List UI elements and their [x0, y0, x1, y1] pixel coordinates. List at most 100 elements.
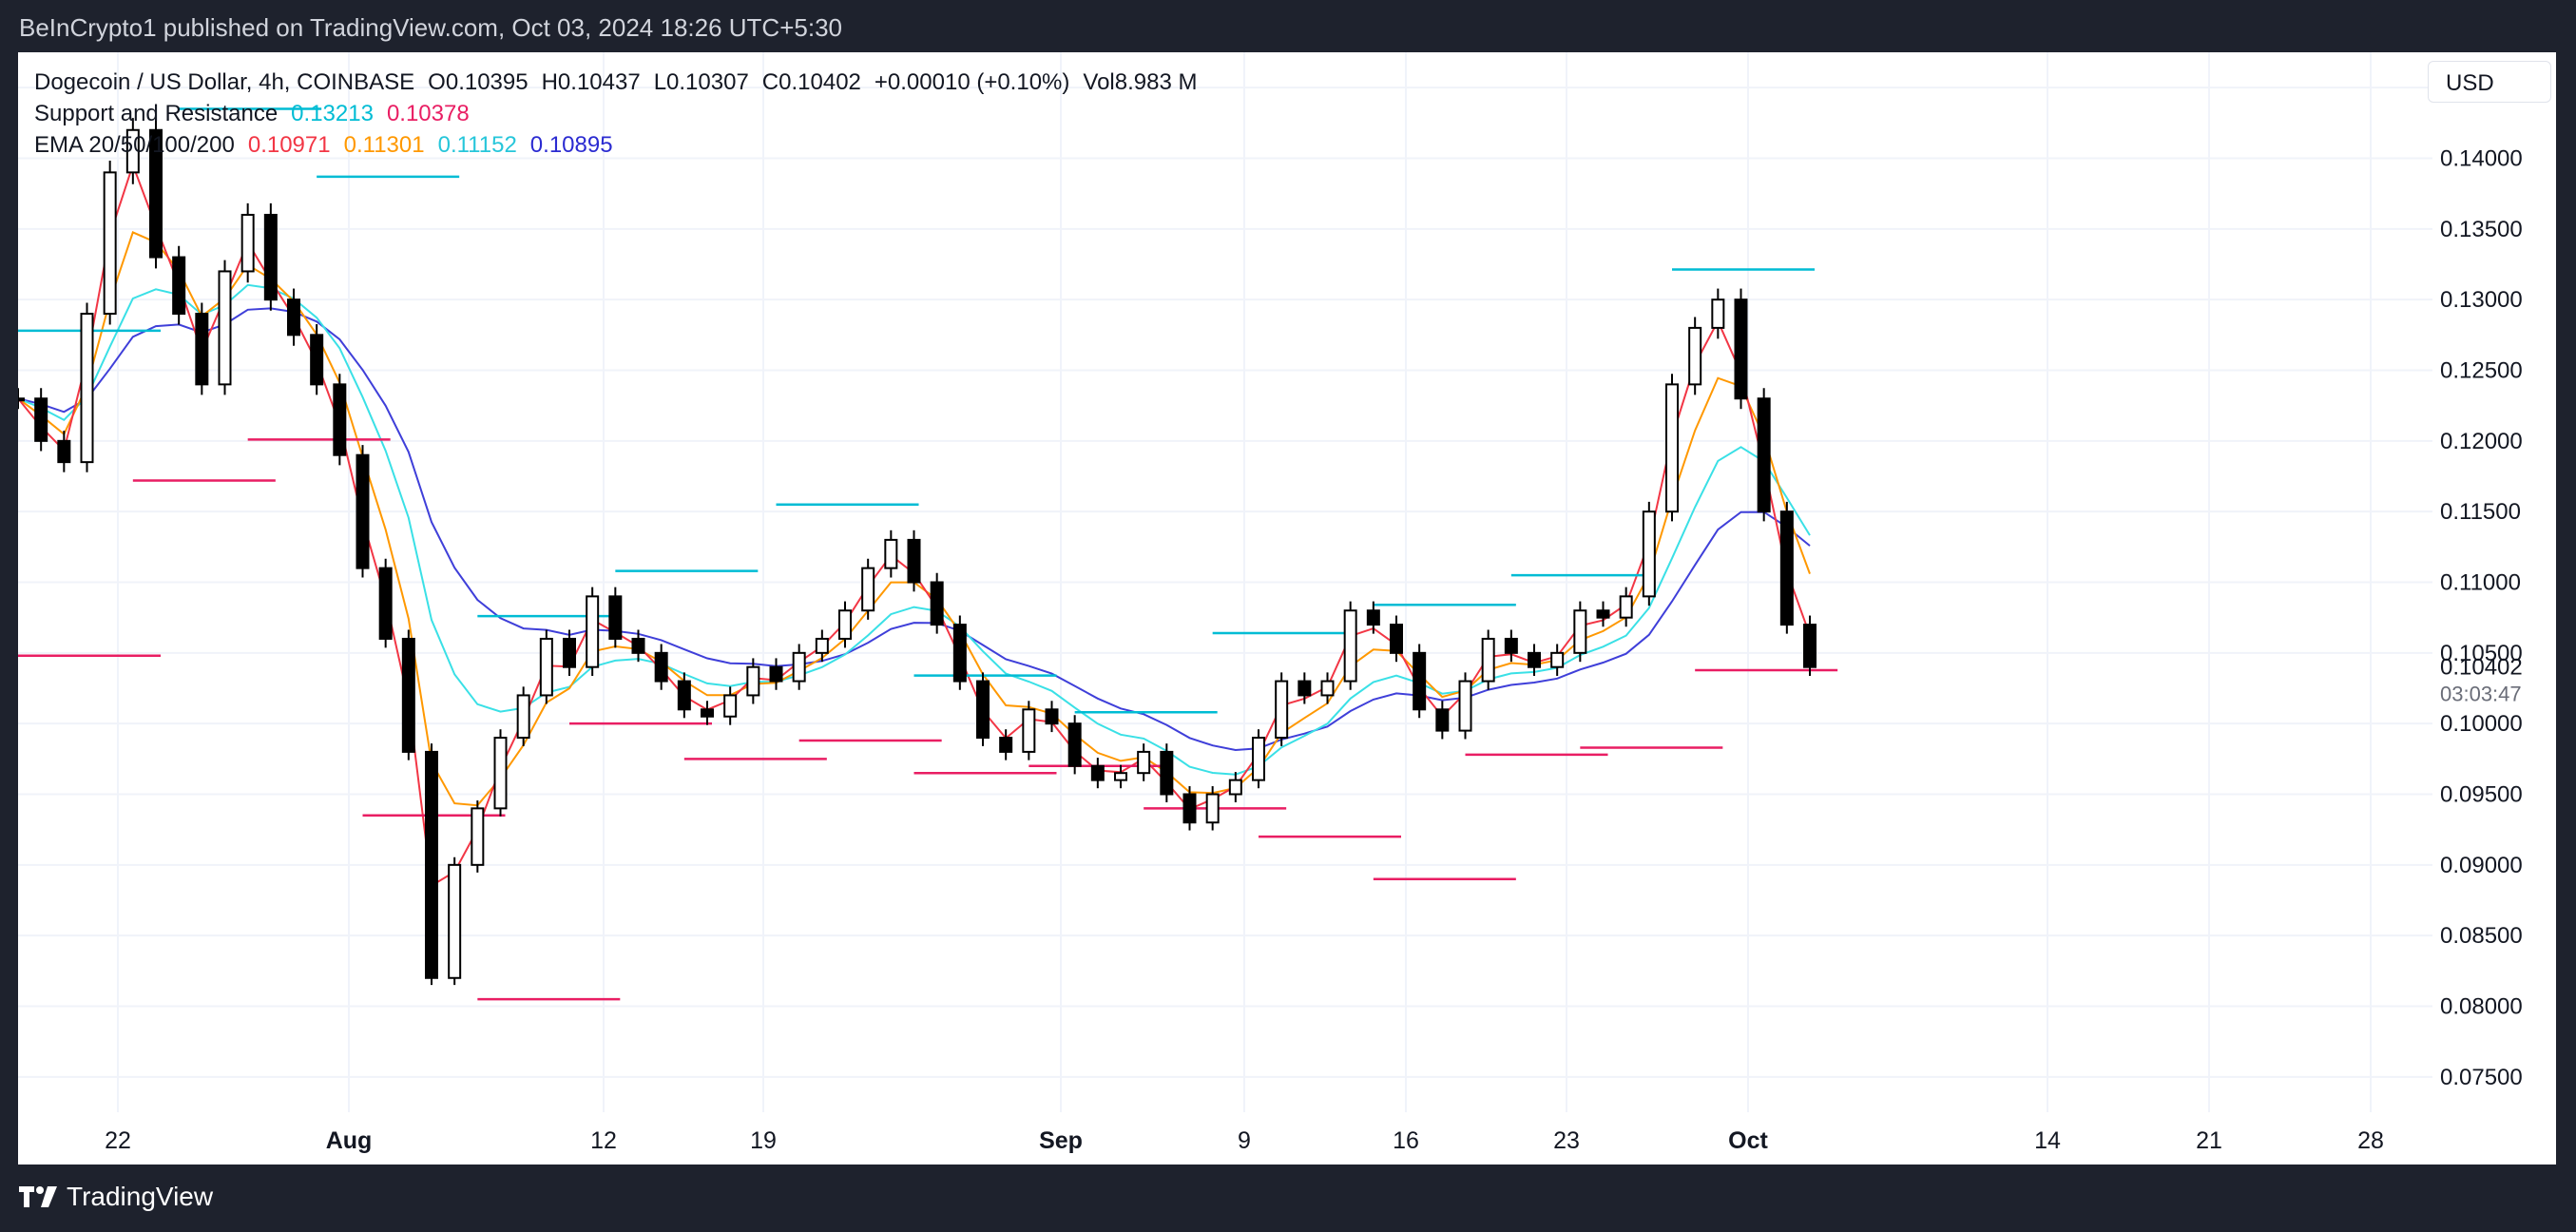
candle-body — [1642, 510, 1656, 598]
price-tick-label: 0.09500 — [2440, 782, 2523, 808]
candle-body — [1734, 298, 1748, 400]
tradingview-logo[interactable]: TradingView — [19, 1182, 213, 1212]
candle-body — [1550, 651, 1565, 668]
candle-body — [378, 567, 393, 640]
candle-body — [1413, 651, 1427, 711]
candle-body — [1343, 609, 1357, 683]
candle-body — [356, 453, 370, 569]
price-tick-label: 0.11000 — [2440, 570, 2521, 596]
ema50-value: 0.11301 — [343, 132, 425, 158]
candle-body — [80, 313, 94, 464]
candle-body — [1596, 609, 1610, 619]
candle-body — [1275, 680, 1289, 740]
legend-symbol-row: Dogecoin / US Dollar, 4h, COINBASE O0.103… — [34, 67, 1210, 98]
candle-body — [884, 538, 898, 569]
ohlc-low: L0.10307 — [653, 69, 749, 95]
ohlc-high: H0.10437 — [541, 69, 641, 95]
candle-body — [1757, 397, 1771, 513]
candle-body — [1320, 680, 1335, 697]
candle-body — [1160, 750, 1174, 796]
candle-body — [1090, 764, 1105, 781]
candle-body — [172, 256, 186, 316]
price-tick-label: 0.13500 — [2440, 217, 2523, 242]
candle-body — [516, 694, 530, 740]
legend-sr-row[interactable]: Support and Resistance 0.13213 0.10378 — [34, 98, 1210, 129]
price-tick-label: 0.09000 — [2440, 853, 2523, 878]
candle-body — [1528, 651, 1541, 668]
candle-body — [1137, 750, 1151, 775]
candle-body — [1779, 510, 1794, 626]
candle-body — [1504, 637, 1518, 654]
price-tick-label: 0.08500 — [2440, 923, 2523, 949]
brand-name: TradingView — [67, 1182, 214, 1211]
price-tick-label: 0.07500 — [2440, 1065, 2523, 1090]
candle-body — [838, 609, 852, 640]
candle-body — [1182, 793, 1197, 824]
candle-body — [218, 270, 232, 386]
price-tick-label: 0.08000 — [2440, 994, 2523, 1020]
countdown-label: 03:03:47 — [2440, 682, 2522, 705]
candle-body — [999, 737, 1013, 753]
date-tick-label: 9 — [1238, 1127, 1251, 1154]
candle-body — [677, 680, 691, 711]
candle-body — [103, 171, 117, 316]
date-tick-label: 12 — [590, 1127, 617, 1154]
candle-body — [654, 651, 668, 683]
candle-body — [1390, 624, 1403, 654]
price-tick-label: 0.10500 — [2440, 641, 2523, 666]
date-tick-label: Oct — [1728, 1127, 1768, 1154]
candle-body — [1711, 298, 1725, 329]
chart-panel[interactable]: 0.145000.140000.135000.130000.125000.120… — [11, 52, 2556, 1165]
candle-body — [976, 680, 990, 740]
tradingview-icon — [19, 1186, 57, 1207]
candle-body — [425, 750, 438, 979]
candle-body — [1573, 609, 1587, 654]
date-tick-label: 28 — [2357, 1127, 2384, 1154]
current-price-label: 0.10402 — [2440, 654, 2523, 680]
candle-body — [125, 128, 140, 174]
candle-body — [769, 665, 783, 683]
candle-body — [723, 694, 738, 718]
chart-legend: Dogecoin / US Dollar, 4h, COINBASE O0.103… — [34, 67, 1210, 161]
candle-body — [1067, 722, 1082, 767]
legend-ema-row[interactable]: EMA 20/50/100/200 0.10971 0.11301 0.11152 0.… — [34, 129, 1210, 161]
ohlc-change: +0.00010 (+0.10%) — [874, 69, 1070, 95]
price-tick-label: 0.12000 — [2440, 429, 2523, 454]
candle-body — [563, 637, 576, 668]
candle-body — [263, 213, 278, 301]
candle-body — [1045, 708, 1059, 725]
candle-body — [493, 737, 508, 810]
ema20-value: 0.10971 — [247, 132, 331, 158]
candle-body — [448, 863, 462, 979]
price-chart[interactable]: 0.145000.140000.135000.130000.125000.120… — [11, 52, 2556, 1165]
candle-body — [57, 439, 71, 464]
candle-body — [746, 665, 760, 697]
ema200-value: 0.10895 — [529, 132, 613, 158]
ema50-line — [17, 231, 1811, 807]
candle-body — [1228, 779, 1242, 796]
candle-body — [861, 567, 875, 612]
top-bar: BeInCrypto1 published on TradingView.com… — [0, 0, 2576, 52]
candle-body — [1366, 609, 1380, 626]
candle-body — [1022, 708, 1036, 753]
ema20-line — [17, 162, 1811, 888]
candle-body — [815, 637, 829, 654]
candle-body — [608, 595, 623, 640]
date-tick-label: 14 — [2034, 1127, 2061, 1154]
candle-body — [310, 334, 324, 386]
sr-resistance-value: 0.13213 — [291, 101, 374, 126]
candle-body — [195, 313, 209, 386]
ohlc-open: O0.10395 — [428, 69, 529, 95]
candle-body — [333, 383, 347, 456]
footer-bar: TradingView — [0, 1165, 2576, 1232]
candle-body — [539, 637, 553, 697]
currency-button[interactable]: USD — [2428, 61, 2551, 103]
sr-label: Support and Resistance — [34, 101, 279, 126]
candle-body — [952, 624, 967, 683]
candle-body — [1665, 383, 1679, 513]
candle-body — [401, 637, 415, 753]
date-tick-label: 19 — [750, 1127, 777, 1154]
price-tick-label: 0.14000 — [2440, 146, 2523, 172]
candle-body — [1458, 680, 1472, 732]
date-tick-label: Sep — [1039, 1127, 1083, 1154]
